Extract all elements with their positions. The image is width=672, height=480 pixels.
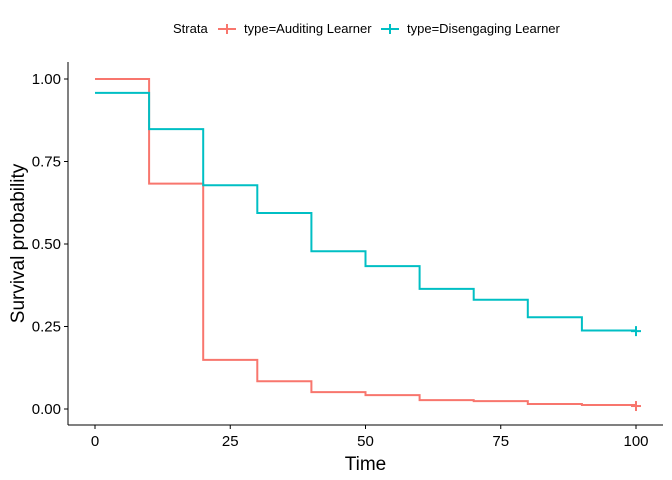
censor-mark [631,326,641,337]
y-tick-label: 0.25 [32,319,61,336]
x-tick-label: 25 [222,433,239,450]
y-tick-label: 0.75 [32,154,61,171]
legend-title: Strata [173,21,208,36]
ticks: 0.00 0.25 0.50 0.75 1.00 0 25 50 75 100 [32,71,649,450]
legend-key-1 [218,24,236,34]
y-tick-label: 0.50 [32,236,61,253]
y-axis-title: Survival probability [8,163,29,323]
censor-mark [631,401,641,412]
series-line-1 [95,78,637,407]
x-tick-label: 100 [623,433,648,450]
y-tick-label: 1.00 [32,71,61,88]
y-tick-label: 0.00 [32,401,61,418]
x-tick-label: 0 [91,433,99,450]
plot-area [95,78,641,412]
axes [67,62,663,426]
legend-key-2 [381,24,399,34]
x-tick-label: 75 [492,433,509,450]
legend-item-label: type=Auditing Learner [244,21,372,36]
x-tick-label: 50 [357,433,374,450]
x-axis-title: Time [345,454,387,475]
legend: Strata type=Auditing Learner type=Disenga… [173,21,561,36]
series-line-2 [95,91,637,332]
legend-item-label: type=Disengaging Learner [407,21,561,36]
